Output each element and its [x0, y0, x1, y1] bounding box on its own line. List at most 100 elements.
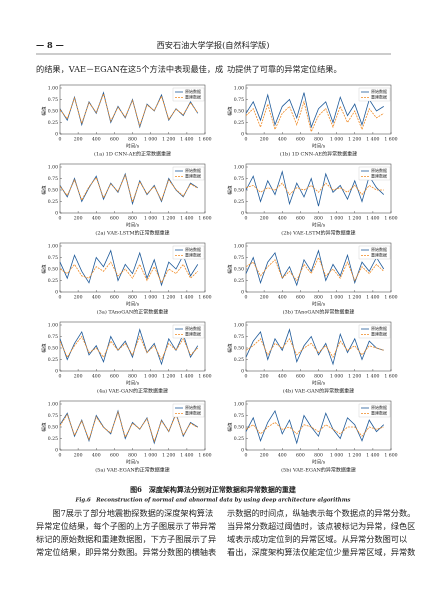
y-axis-label: 幅值 — [227, 422, 234, 432]
x-axis-label: 时间/s — [126, 301, 140, 308]
x-tick-label: 1 000 — [330, 453, 343, 459]
x-tick-label: 600 — [110, 453, 119, 459]
x-tick-label: 200 — [74, 216, 83, 222]
y-tick-label: 0.75 — [48, 413, 58, 419]
body-line: 常定位结果，即异常分数图。异常分数图的横轴表 — [36, 547, 216, 557]
y-tick-label: 0.50 — [48, 346, 58, 352]
x-tick-label: 1 400 — [366, 216, 379, 222]
x-axis-label: 时间/s — [126, 222, 140, 229]
panel-title: (4b) VAE-GAN的异常数据重建 — [283, 388, 354, 395]
y-tick-label: 0.75 — [234, 176, 244, 182]
x-tick-label: 200 — [260, 374, 269, 380]
legend-label: 重建数据 — [371, 331, 387, 337]
y-tick-label: 0 — [241, 290, 244, 296]
legend-label: 重建数据 — [371, 410, 387, 416]
panel-title: (2b) VAE-LSTM的异常数据重建 — [281, 230, 355, 237]
y-tick-label: 1.00 — [234, 402, 244, 408]
x-tick-label: 400 — [278, 295, 287, 301]
legend-label: 重建数据 — [371, 173, 387, 179]
legend-label: 重建数据 — [371, 94, 387, 100]
y-tick-label: 0 — [241, 448, 244, 454]
y-tick-label: 0.25 — [234, 120, 244, 126]
x-tick-label: 0 — [59, 216, 62, 222]
x-tick-label: 1 000 — [144, 216, 157, 222]
legend-box — [358, 87, 391, 102]
series-line — [245, 409, 385, 445]
y-tick-label: 0.25 — [234, 199, 244, 205]
y-tick-label: 1.00 — [234, 86, 244, 92]
legend-box — [172, 324, 205, 339]
legend-label: 重建数据 — [185, 410, 201, 416]
series-line — [245, 92, 384, 129]
x-tick-label: 800 — [128, 137, 137, 143]
legend-box — [358, 324, 391, 339]
y-tick-label: 0.50 — [48, 188, 58, 194]
y-tick-label: 1.00 — [234, 244, 244, 250]
page-number: — 8 — — [36, 40, 64, 50]
x-tick-label: 600 — [296, 295, 305, 301]
y-tick-label: 0.75 — [234, 97, 244, 103]
y-tick-label: 0.50 — [48, 267, 58, 273]
y-axis-label: 幅值 — [227, 343, 234, 353]
legend-label: 原始数据 — [185, 167, 201, 173]
x-tick-label: 1 000 — [330, 374, 343, 380]
x-tick-label: 800 — [314, 295, 323, 301]
y-tick-label: 0.75 — [234, 334, 244, 340]
x-tick-label: 200 — [260, 216, 269, 222]
x-tick-label: 600 — [296, 137, 305, 143]
caption-zh: 图6 深度架构算法分别对正常数据和异常数据的重建 — [130, 485, 297, 494]
y-tick-label: 0.25 — [234, 436, 244, 442]
x-tick-label: 1 400 — [366, 374, 379, 380]
x-tick-label: 600 — [296, 374, 305, 380]
y-axis-label: 幅值 — [227, 185, 234, 195]
x-tick-label: 800 — [128, 295, 137, 301]
y-tick-label: 0.75 — [48, 255, 58, 261]
x-tick-label: 400 — [92, 216, 101, 222]
legend-box — [358, 403, 391, 418]
x-tick-label: 0 — [245, 295, 248, 301]
x-tick-label: 0 — [59, 374, 62, 380]
x-tick-label: 200 — [260, 453, 269, 459]
y-tick-label: 0 — [55, 132, 58, 138]
series-line — [59, 410, 198, 443]
y-tick-label: 0.25 — [48, 357, 58, 363]
x-tick-label: 0 — [245, 453, 248, 459]
x-tick-label: 1 600 — [384, 216, 397, 222]
legend-box — [172, 87, 205, 102]
y-tick-label: 0.25 — [48, 436, 58, 442]
x-tick-label: 1 400 — [180, 216, 193, 222]
x-tick-label: 400 — [92, 453, 101, 459]
series-line — [245, 338, 384, 359]
y-tick-label: 1.00 — [234, 323, 244, 329]
panel-title: (2a) VAE-LSTM的正常数据重建 — [95, 230, 169, 237]
x-tick-label: 1 200 — [348, 295, 361, 301]
x-tick-label: 0 — [59, 137, 62, 143]
legend-box — [172, 403, 205, 418]
series-line — [59, 249, 199, 287]
y-tick-label: 0 — [55, 211, 58, 217]
x-tick-label: 1 400 — [180, 295, 193, 301]
x-tick-label: 800 — [314, 374, 323, 380]
y-axis-label: 幅值 — [41, 185, 48, 195]
body-line: 标记的原始数据和重建数据图，下方子图展示了异 — [36, 534, 216, 544]
legend-box — [172, 245, 205, 260]
y-tick-label: 1.00 — [48, 86, 58, 92]
x-tick-label: 800 — [128, 453, 137, 459]
y-tick-label: 0 — [55, 369, 58, 375]
x-tick-label: 1 000 — [144, 453, 157, 459]
x-tick-label: 1 600 — [198, 295, 211, 301]
series-line — [245, 170, 385, 207]
x-tick-label: 0 — [59, 453, 62, 459]
x-tick-label: 600 — [110, 374, 119, 380]
x-tick-label: 800 — [128, 374, 137, 380]
x-tick-label: 1 600 — [384, 295, 397, 301]
y-axis-label: 幅值 — [227, 264, 234, 274]
y-tick-label: 0.50 — [234, 109, 244, 115]
x-tick-label: 1 200 — [348, 453, 361, 459]
legend-label: 原始数据 — [185, 325, 201, 331]
x-tick-label: 800 — [314, 137, 323, 143]
panel-title: (5b) VAE-EGAN的异常数据重建 — [281, 467, 356, 474]
x-tick-label: 600 — [296, 216, 305, 222]
